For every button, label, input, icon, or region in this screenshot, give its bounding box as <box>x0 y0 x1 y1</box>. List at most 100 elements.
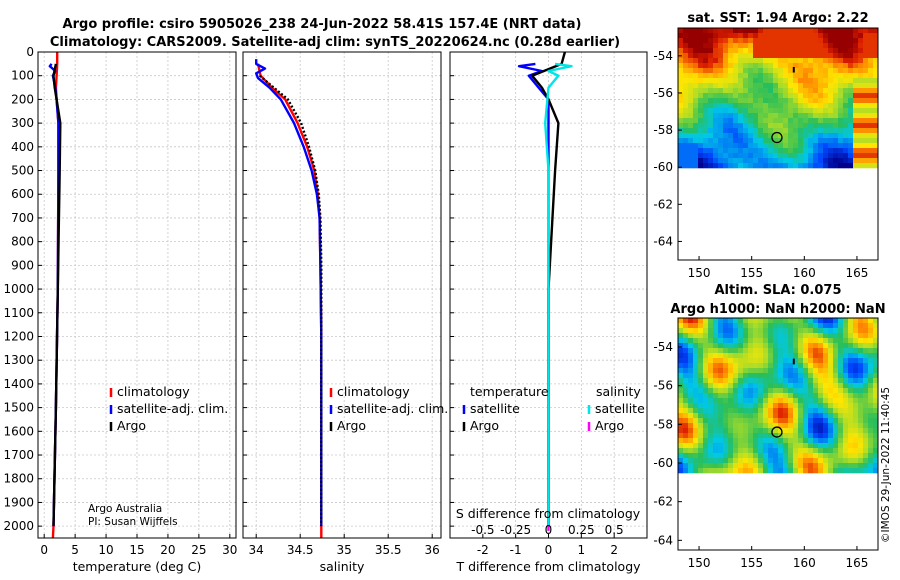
map-cell <box>813 458 819 464</box>
map-cell <box>773 388 779 394</box>
map-cell <box>803 33 809 39</box>
map-cell <box>698 398 704 404</box>
map-cell <box>868 128 874 134</box>
map-cell <box>778 338 784 344</box>
map-cell <box>698 383 704 389</box>
map-cell <box>783 403 789 409</box>
map-cell <box>703 148 709 154</box>
map-cell <box>848 433 854 439</box>
y-tick-label: 1700 <box>3 448 34 462</box>
map-cell <box>858 338 864 344</box>
map-cell <box>723 348 729 354</box>
map-cell <box>773 323 779 329</box>
map-cell <box>868 133 874 139</box>
map-cell <box>698 353 704 359</box>
map-cell <box>718 403 724 409</box>
map-cell <box>813 48 819 54</box>
map-cell <box>828 148 834 154</box>
map-cell <box>708 43 714 49</box>
map-cell <box>683 163 689 169</box>
map-cell <box>803 138 809 144</box>
map-cell <box>833 398 839 404</box>
map-cell <box>793 133 799 139</box>
map-cell <box>713 153 719 159</box>
map-cell <box>763 78 769 84</box>
map-cell <box>863 28 869 34</box>
map-cell <box>768 88 774 94</box>
map-cell <box>718 428 724 434</box>
map-cell <box>698 333 704 339</box>
y-tick-label: 1000 <box>3 282 34 296</box>
map-cell <box>853 113 859 119</box>
map-cell <box>708 118 714 124</box>
map-cell <box>708 443 714 449</box>
map-cell <box>678 408 684 414</box>
map-cell <box>793 343 799 349</box>
map-cell <box>758 103 764 109</box>
x-tick-label: 35.5 <box>375 543 402 557</box>
map-cell <box>873 38 879 44</box>
map-cell <box>788 138 794 144</box>
map-cell <box>858 408 864 414</box>
map-cell <box>868 78 874 84</box>
map-cell <box>688 453 694 459</box>
map-cell <box>693 143 699 149</box>
map-cell <box>823 143 829 149</box>
map-cell <box>773 458 779 464</box>
map-cell <box>723 88 729 94</box>
map-cell <box>678 103 684 109</box>
map-cell <box>818 388 824 394</box>
map-cell <box>793 43 799 49</box>
map-cell <box>678 448 684 454</box>
map-cell <box>768 453 774 459</box>
map-cell <box>748 68 754 74</box>
map-cell <box>873 443 879 449</box>
map-cell <box>698 153 704 159</box>
map-cell <box>863 418 869 424</box>
map-cell <box>803 423 809 429</box>
map-cell <box>728 118 734 124</box>
map-cell <box>873 318 879 324</box>
map-cell <box>723 43 729 49</box>
map-cell <box>758 398 764 404</box>
map-cell <box>713 33 719 39</box>
map-cell <box>713 78 719 84</box>
map-cell <box>803 463 809 469</box>
map-cell <box>708 28 714 34</box>
map-cell <box>863 48 869 54</box>
map-cell <box>853 133 859 139</box>
map-cell <box>813 448 819 454</box>
map-cell <box>813 153 819 159</box>
map-cell <box>693 423 699 429</box>
map-cell <box>808 328 814 334</box>
map-cell <box>778 98 784 104</box>
map-cell <box>838 343 844 349</box>
map-cell <box>713 148 719 154</box>
map-cell <box>858 58 864 64</box>
map-cell <box>753 158 759 164</box>
map-cell <box>863 148 869 154</box>
map-cell <box>778 373 784 379</box>
map-cell <box>713 83 719 89</box>
map-cell <box>683 418 689 424</box>
map-cell <box>838 408 844 414</box>
map-cell <box>828 368 834 374</box>
map-cell <box>758 58 764 64</box>
map-cell <box>813 368 819 374</box>
map-cell <box>733 378 739 384</box>
map-cell <box>848 103 854 109</box>
map-cell <box>793 458 799 464</box>
map-cell <box>743 413 749 419</box>
map-cell <box>753 38 759 44</box>
map-cell <box>808 38 814 44</box>
map-cell <box>858 468 864 474</box>
map-cell <box>713 28 719 34</box>
map-cell <box>698 138 704 144</box>
map-cell <box>768 48 774 54</box>
map-cell <box>843 418 849 424</box>
map-cell <box>758 93 764 99</box>
map-cell <box>683 383 689 389</box>
map-cell <box>683 343 689 349</box>
map-cell <box>768 68 774 74</box>
map-cell <box>848 88 854 94</box>
